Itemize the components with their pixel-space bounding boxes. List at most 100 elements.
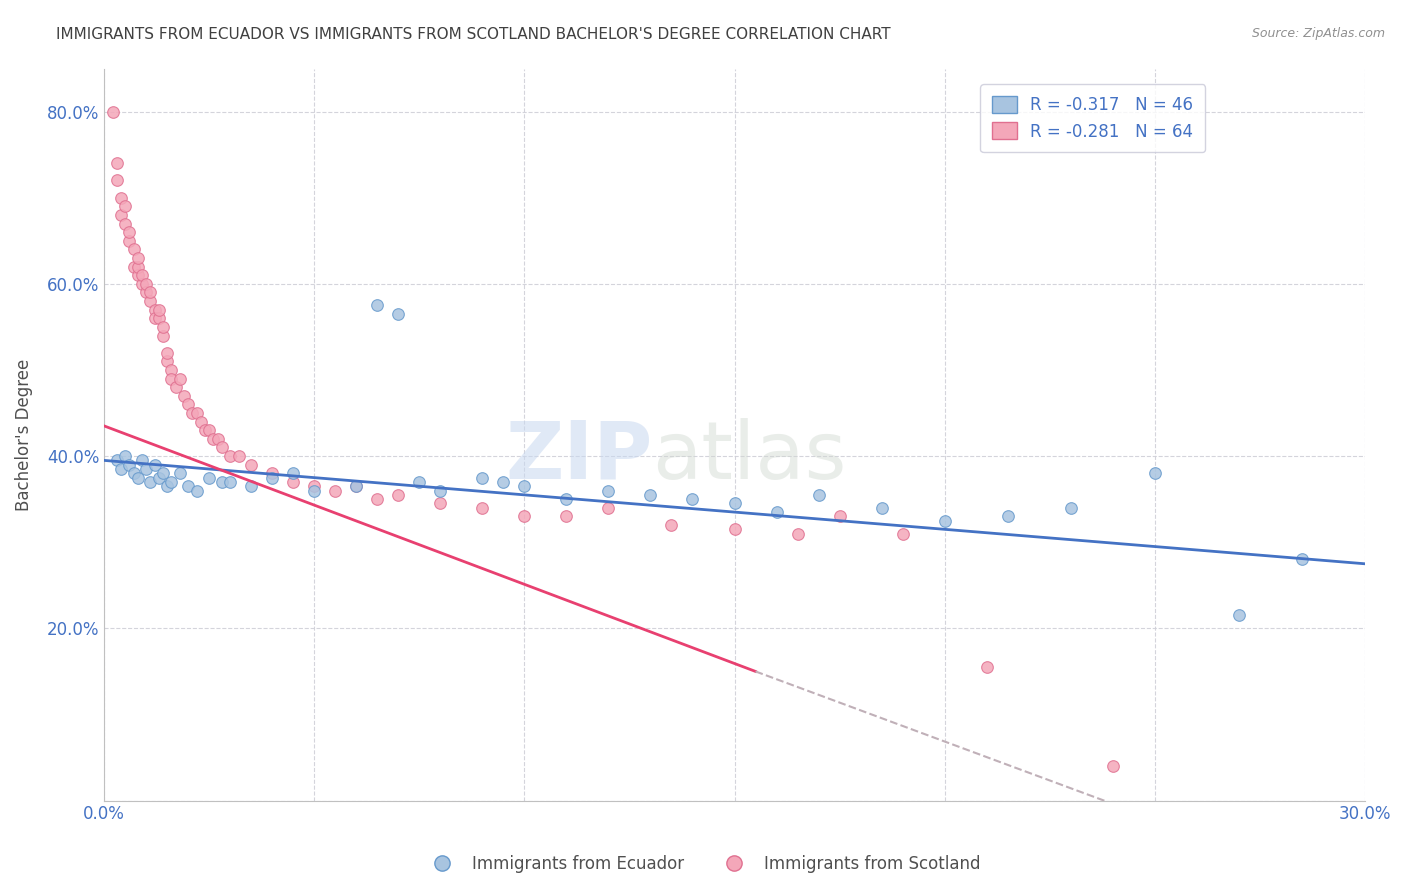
Point [304, 479, 326, 493]
Point [135, 285, 157, 300]
Point [828, 509, 851, 524]
Text: ZIP: ZIP [505, 417, 652, 496]
Point [110, 208, 132, 222]
Point [127, 470, 149, 484]
Point [131, 453, 153, 467]
Point [1227, 608, 1250, 623]
Point [173, 389, 195, 403]
Point [786, 526, 808, 541]
Point [240, 458, 263, 472]
Point [186, 406, 208, 420]
Point [152, 467, 174, 481]
Point [598, 483, 620, 498]
Point [228, 449, 250, 463]
Point [344, 479, 367, 493]
Point [492, 475, 515, 489]
Point [211, 441, 233, 455]
Point [640, 488, 662, 502]
Point [160, 363, 183, 377]
Point [131, 277, 153, 291]
Point [118, 234, 141, 248]
Point [997, 509, 1019, 524]
Point [131, 268, 153, 283]
Point [765, 505, 787, 519]
Point [202, 432, 225, 446]
Point [160, 371, 183, 385]
Point [181, 406, 204, 420]
Text: IMMIGRANTS FROM ECUADOR VS IMMIGRANTS FROM SCOTLAND BACHELOR'S DEGREE CORRELATIO: IMMIGRANTS FROM ECUADOR VS IMMIGRANTS FR… [56, 27, 891, 42]
Point [891, 526, 914, 541]
Point [1291, 552, 1313, 566]
Point [105, 453, 128, 467]
Text: atlas: atlas [652, 417, 846, 496]
Point [366, 492, 388, 507]
Point [148, 311, 170, 326]
Legend: Immigrants from Ecuador, Immigrants from Scotland: Immigrants from Ecuador, Immigrants from… [419, 848, 987, 880]
Point [976, 660, 998, 674]
Point [513, 509, 536, 524]
Point [101, 104, 124, 119]
Point [177, 479, 200, 493]
Point [682, 492, 704, 507]
Point [283, 475, 305, 489]
Point [143, 302, 166, 317]
Point [325, 483, 347, 498]
Point [135, 277, 157, 291]
Y-axis label: Bachelor's Degree: Bachelor's Degree [15, 359, 32, 511]
Point [429, 483, 451, 498]
Point [127, 260, 149, 274]
Point [156, 479, 179, 493]
Point [240, 479, 263, 493]
Point [194, 423, 217, 437]
Point [169, 371, 191, 385]
Point [156, 354, 179, 368]
Point [723, 496, 745, 510]
Point [471, 470, 494, 484]
Point [598, 500, 620, 515]
Point [555, 492, 578, 507]
Text: Source: ZipAtlas.com: Source: ZipAtlas.com [1251, 27, 1385, 40]
Point [118, 458, 141, 472]
Point [471, 500, 494, 515]
Point [661, 518, 683, 533]
Point [127, 268, 149, 283]
Point [165, 380, 187, 394]
Point [807, 488, 830, 502]
Point [934, 514, 956, 528]
Point [723, 522, 745, 536]
Point [219, 449, 242, 463]
Point [152, 319, 174, 334]
Point [198, 470, 221, 484]
Point [1059, 500, 1081, 515]
Point [304, 483, 326, 498]
Point [148, 470, 170, 484]
Point [135, 462, 157, 476]
Point [110, 462, 132, 476]
Point [139, 294, 162, 309]
Point [219, 475, 242, 489]
Point [143, 311, 166, 326]
Point [387, 488, 409, 502]
Point [114, 199, 136, 213]
Point [262, 470, 284, 484]
Point [156, 345, 179, 359]
Point [139, 475, 162, 489]
Point [262, 467, 284, 481]
Point [122, 467, 145, 481]
Point [127, 251, 149, 265]
Point [1143, 467, 1166, 481]
Point [169, 467, 191, 481]
Point [122, 243, 145, 257]
Point [387, 307, 409, 321]
Point [143, 458, 166, 472]
Point [110, 191, 132, 205]
Point [366, 298, 388, 312]
Point [513, 479, 536, 493]
Point [105, 156, 128, 170]
Point [114, 449, 136, 463]
Point [211, 475, 233, 489]
Point [555, 509, 578, 524]
Point [122, 260, 145, 274]
Point [152, 328, 174, 343]
Point [118, 225, 141, 239]
